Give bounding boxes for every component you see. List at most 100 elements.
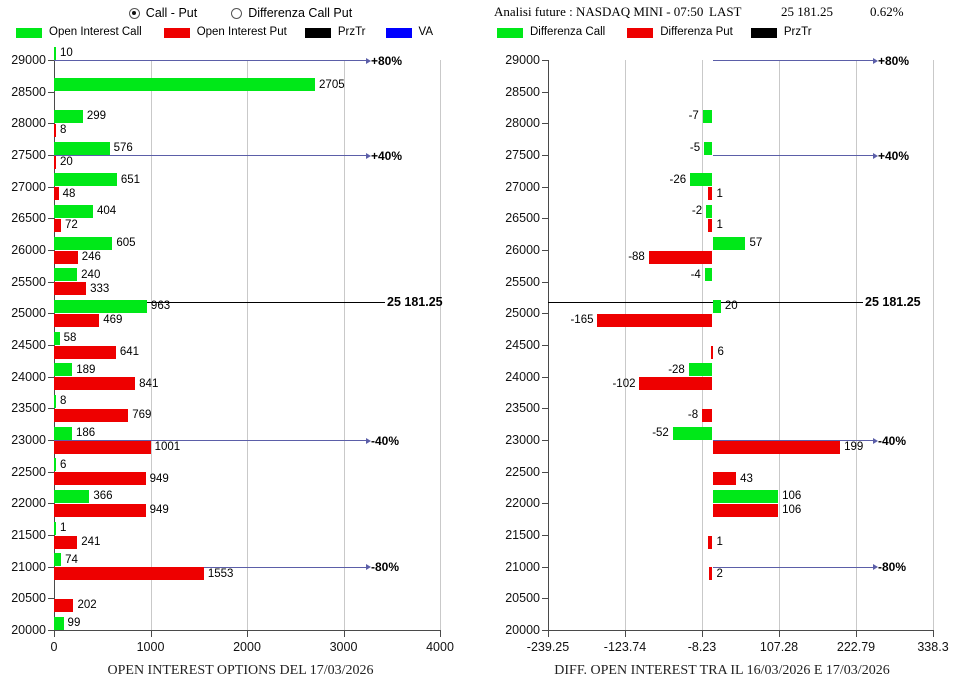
bar-value-label: 651 [120, 173, 140, 186]
y-axis-label: 24000 [505, 369, 540, 384]
va-marker-line [712, 60, 874, 61]
y-axis-label: 23000 [11, 433, 46, 447]
y-axis-label: 22000 [11, 496, 46, 511]
y-axis-label: 25000 [11, 306, 46, 321]
prztr-price-line [54, 301, 385, 304]
call-bar [706, 204, 713, 218]
bar-value-label: -8 [687, 409, 699, 422]
y-axis-label: 28500 [11, 84, 46, 99]
radio-unselected-icon[interactable] [231, 7, 243, 19]
put-bar [54, 250, 78, 264]
put-bar [54, 598, 74, 612]
y-axis-tick [542, 281, 548, 283]
y-axis-tick [542, 535, 548, 536]
va-marker-arrow-icon [366, 564, 371, 571]
prztr-price-line [548, 301, 863, 304]
va-marker-arrow-icon [873, 564, 878, 571]
bar-value-label: 366 [93, 490, 113, 503]
radio-call-put[interactable]: Call - Put [128, 6, 198, 20]
x-axis-label: -8.23 [687, 640, 717, 654]
bar-value-label: 202 [77, 599, 97, 612]
open-interest-plot: 20000 20500 21000 21500 22000 22500 23000 23500… [0, 0, 481, 683]
x-axis-tick [247, 631, 248, 637]
radio-differenza-call-put[interactable]: Differenza Call Put [231, 6, 352, 20]
prztr-price-label: 25 181.25 [387, 295, 443, 310]
legend-swatch-icon [163, 28, 190, 38]
bar-value-label: 1 [716, 536, 723, 548]
legend-item-1: Open Interest Put [163, 27, 287, 39]
bar-value-label: -7 [688, 110, 699, 123]
right-chart-caption: DIFF. OPEN INTEREST TRA IL 16/03/2026 E … [554, 663, 890, 678]
x-gridline [856, 60, 857, 630]
va-marker-arrow-icon [366, 57, 371, 64]
put-bar [708, 567, 713, 581]
put-bar [597, 313, 713, 327]
va-marker-arrow-icon [873, 437, 878, 444]
bar-value-label: 72 [64, 219, 78, 232]
y-axis-tick [542, 471, 548, 473]
y-axis-label: 25000 [505, 306, 540, 321]
bar-value-label: 6 [60, 458, 67, 471]
put-bar [711, 345, 714, 359]
x-axis-tick [54, 631, 55, 637]
bar-value-label: 2705 [319, 78, 345, 91]
y-axis-label: 28500 [505, 84, 540, 99]
y-axis-tick [48, 440, 54, 441]
bar-value-label: 246 [81, 251, 101, 263]
bar-value-label: 576 [113, 142, 133, 154]
put-bar [712, 503, 779, 517]
legend-item-1: Differenza Put [627, 27, 733, 39]
bar-value-label: -165 [570, 314, 594, 327]
diff-open-interest-plot: 20000 20500 21000 21500 22000 22500 23000 23500… [481, 0, 963, 683]
view-mode-radio-group[interactable]: Call - Put Differenza Call Put [0, 4, 481, 22]
y-axis-label: 20000 [11, 623, 46, 637]
y-axis-label: 21500 [11, 528, 46, 542]
va-marker-arrow-icon [873, 152, 878, 159]
bar-value-label: 1 [716, 219, 723, 232]
x-axis-label: 107.28 [759, 640, 799, 654]
x-gridline [150, 60, 152, 630]
legend-swatch-icon [16, 28, 42, 38]
x-axis-tick [440, 631, 441, 637]
x-gridline [247, 60, 248, 630]
y-axis-tick [48, 218, 54, 220]
radio-call-put-label: Call - Put [145, 6, 198, 20]
put-bar [712, 472, 737, 486]
y-axis-label: 21500 [505, 528, 540, 542]
y-axis-label: 26000 [11, 243, 46, 257]
call-bar [54, 204, 93, 218]
radio-selected-icon[interactable] [128, 7, 140, 19]
bar-value-label: -26 [669, 173, 687, 186]
y-axis-tick [542, 630, 548, 631]
legend-swatch-icon [385, 28, 412, 38]
bar-value-label: 189 [76, 363, 96, 376]
y-axis-tick [48, 313, 54, 315]
y-axis-tick [48, 376, 54, 378]
y-axis-tick [542, 598, 548, 600]
call-bar [54, 141, 110, 155]
bar-value-label: 6 [717, 346, 724, 358]
bar-value-label: 605 [116, 237, 136, 249]
call-bar [690, 173, 713, 187]
call-bar [712, 236, 746, 250]
x-axis-tick [150, 631, 152, 637]
x-axis-tick [625, 631, 626, 637]
put-bar [712, 440, 841, 454]
legend-label: PrzTr [337, 26, 366, 39]
call-bar [54, 489, 90, 503]
x-gridline [625, 60, 626, 630]
y-axis-label: 29000 [505, 53, 540, 67]
put-bar [54, 440, 151, 454]
bar-value-label: -5 [689, 142, 701, 154]
call-bar [712, 489, 779, 503]
x-axis-label: 222.79 [836, 640, 876, 654]
x-axis-tick [702, 631, 703, 637]
va-marker-arrow-icon [366, 437, 371, 444]
bar-value-label: 641 [119, 346, 140, 358]
bar-value-label: 1001 [154, 441, 181, 453]
y-axis-tick [48, 566, 54, 568]
left-chart-caption: OPEN INTEREST OPTIONS DEL 17/03/2026 [107, 663, 374, 678]
y-axis-label: 22500 [11, 464, 46, 479]
legend-label: PrzTr [783, 26, 812, 39]
y-axis-tick [48, 345, 54, 346]
